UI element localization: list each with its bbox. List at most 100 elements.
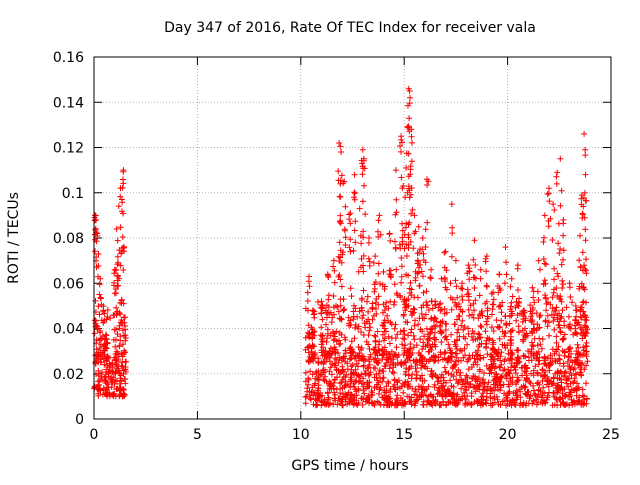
- data-point: [464, 286, 471, 293]
- data-point: [558, 187, 565, 194]
- data-point: [508, 299, 515, 306]
- data-point: [99, 369, 106, 376]
- data-point: [112, 267, 119, 274]
- data-point: [557, 396, 564, 403]
- data-point: [331, 304, 337, 311]
- data-point: [417, 262, 424, 268]
- data-point: [430, 317, 437, 324]
- data-point: [393, 196, 400, 203]
- data-point: [453, 283, 460, 290]
- data-point: [364, 298, 370, 305]
- data-point: [95, 262, 102, 269]
- data-point: [550, 201, 557, 208]
- data-point: [477, 322, 484, 329]
- x-tick-label: 15: [395, 427, 413, 443]
- data-point: [501, 366, 508, 373]
- data-point: [572, 322, 579, 329]
- data-point: [393, 290, 400, 297]
- data-point: [341, 382, 348, 389]
- y-tick-label: 0.06: [53, 276, 84, 292]
- data-point: [359, 146, 366, 153]
- data-point: [399, 238, 406, 245]
- data-point: [580, 203, 587, 210]
- data-point: [467, 381, 474, 388]
- data-point: [346, 396, 353, 403]
- data-point: [402, 304, 408, 311]
- data-point: [347, 248, 354, 255]
- data-point: [449, 230, 456, 237]
- data-point: [366, 327, 373, 334]
- data-point: [516, 298, 522, 305]
- data-point: [577, 369, 584, 376]
- data-point: [418, 310, 425, 317]
- data-point: [488, 324, 495, 331]
- data-point: [566, 324, 573, 331]
- data-point: [353, 388, 360, 395]
- data-point: [323, 321, 329, 328]
- data-point: [387, 355, 394, 362]
- data-point: [565, 313, 572, 320]
- data-point: [360, 228, 367, 235]
- data-point: [102, 331, 109, 338]
- data-point: [535, 361, 542, 368]
- data-point: [431, 322, 438, 329]
- data-point: [336, 395, 343, 402]
- data-point: [476, 355, 483, 362]
- data-point: [525, 348, 531, 354]
- data-point: [315, 360, 322, 366]
- data-point: [114, 283, 121, 290]
- data-point: [409, 371, 416, 378]
- data-point: [459, 308, 466, 315]
- data-point: [381, 325, 388, 332]
- data-point: [340, 180, 347, 187]
- data-point: [551, 393, 558, 400]
- data-point: [318, 398, 325, 405]
- data-point: [453, 303, 460, 310]
- data-point: [315, 385, 322, 392]
- data-point: [329, 348, 336, 355]
- data-point: [342, 336, 349, 343]
- data-point: [331, 336, 338, 343]
- data-point: [114, 331, 121, 337]
- data-point: [443, 267, 450, 274]
- data-point: [371, 281, 378, 288]
- data-point: [398, 174, 405, 181]
- data-point: [453, 343, 459, 350]
- data-point: [103, 336, 110, 343]
- data-point: [390, 370, 397, 376]
- data-point: [580, 284, 587, 291]
- data-point: [115, 259, 122, 266]
- data-point: [540, 256, 547, 262]
- data-point: [545, 223, 552, 230]
- data-point: [556, 356, 563, 363]
- data-point: [401, 399, 408, 406]
- data-point: [557, 202, 564, 209]
- data-point: [351, 196, 358, 203]
- data-point: [541, 212, 548, 219]
- data-point: [424, 302, 431, 309]
- data-point: [366, 262, 373, 269]
- data-point: [438, 339, 445, 346]
- data-point: [420, 401, 427, 408]
- data-point: [454, 346, 460, 352]
- data-point: [386, 267, 393, 274]
- data-point: [534, 288, 541, 295]
- data-point: [349, 362, 356, 368]
- data-point: [538, 345, 545, 352]
- data-point: [542, 369, 549, 375]
- data-point: [325, 396, 332, 403]
- data-point: [336, 239, 343, 246]
- data-point: [319, 316, 326, 323]
- data-point: [578, 280, 585, 287]
- data-point: [104, 356, 111, 362]
- data-point: [441, 310, 448, 317]
- data-point: [120, 267, 127, 273]
- data-point: [122, 337, 129, 344]
- x-tick-label: 10: [292, 427, 310, 443]
- data-point: [350, 308, 357, 315]
- data-point: [385, 396, 392, 402]
- data-point: [507, 328, 514, 335]
- data-point: [374, 381, 381, 388]
- data-point: [557, 368, 564, 375]
- data-point: [414, 270, 421, 277]
